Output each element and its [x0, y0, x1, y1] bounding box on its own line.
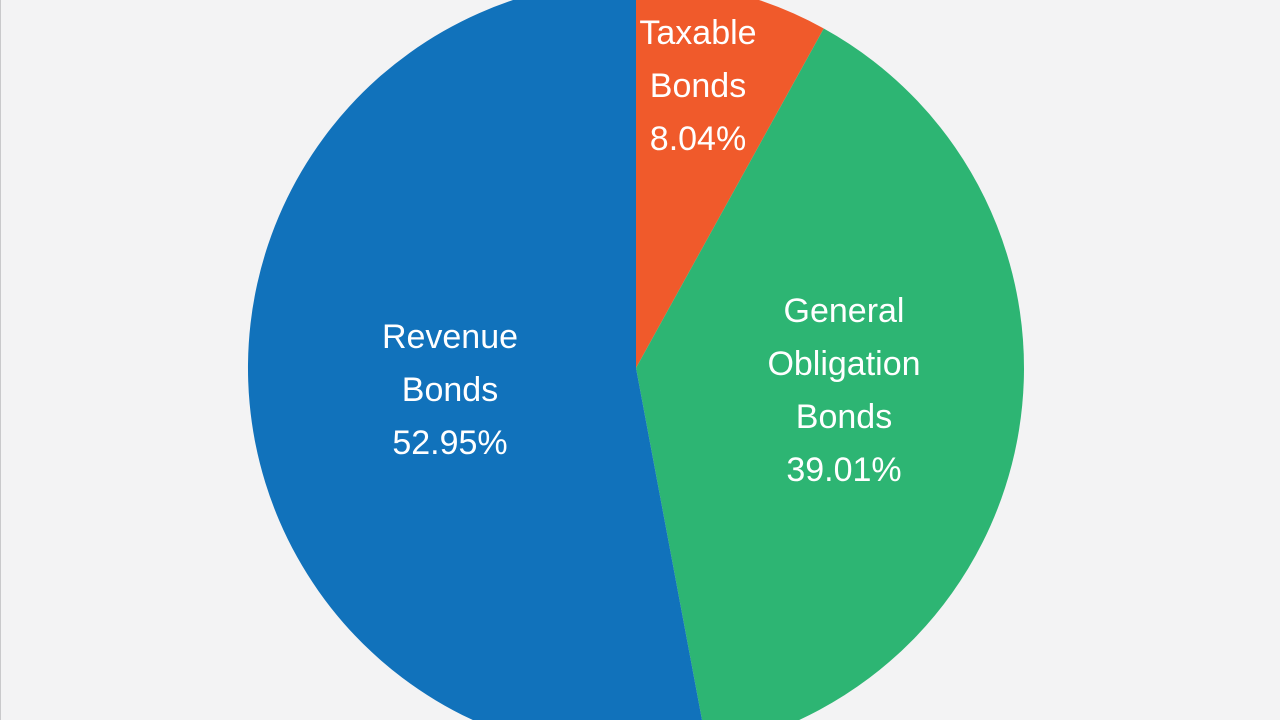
slice-name-label-general-obligation-bonds: General	[784, 292, 905, 330]
pie-slices	[248, 0, 1024, 720]
slice-name-label-general-obligation-bonds: Obligation	[767, 345, 920, 383]
pie-slice-taxable-bonds	[636, 0, 824, 368]
slice-value-label-revenue-bonds: 52.95%	[392, 424, 507, 462]
left-border-line	[0, 0, 1, 720]
slice-name-label-revenue-bonds: Bonds	[402, 371, 498, 409]
pie-slice-general-obligation-bonds	[636, 28, 1024, 720]
slice-value-label-taxable-bonds: 8.04%	[650, 120, 746, 158]
slice-name-label-revenue-bonds: Revenue	[382, 318, 518, 356]
pie-slice-revenue-bonds	[248, 0, 703, 720]
slice-name-label-taxable-bonds: Bonds	[650, 67, 746, 105]
pie-labels: Taxable Bonds 8.04% General Obligation Bonds 3…	[382, 14, 921, 489]
slice-value-label-general-obligation-bonds: 39.01%	[786, 451, 901, 489]
slice-name-label-general-obligation-bonds: Bonds	[796, 398, 892, 436]
slice-name-label-taxable-bonds: Taxable	[639, 14, 756, 52]
